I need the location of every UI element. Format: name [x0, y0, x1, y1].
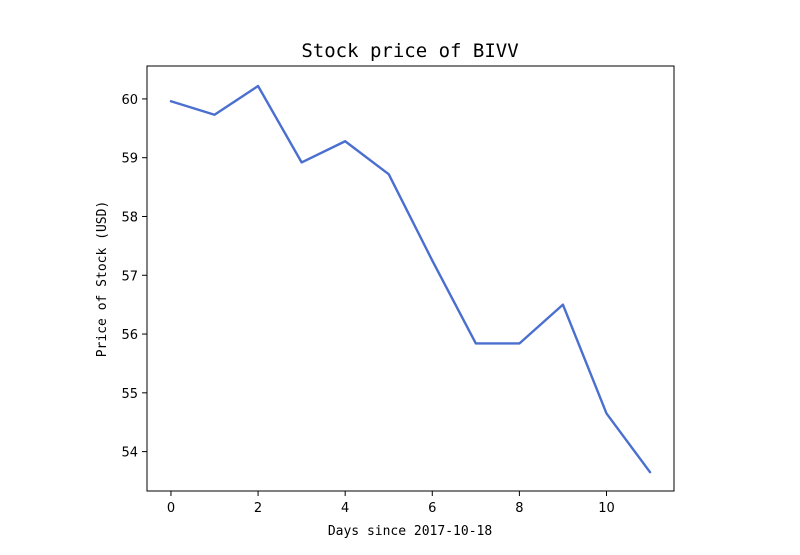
x-tick-label: 0 [167, 501, 175, 516]
y-tick-label: 56 [121, 328, 138, 343]
y-tick-label: 59 [121, 152, 138, 167]
x-tick-label: 6 [428, 501, 436, 516]
y-tick-label: 58 [121, 210, 138, 225]
y-tick-label: 54 [121, 446, 138, 461]
x-tick-label: 4 [341, 501, 349, 516]
y-tick-label: 60 [121, 93, 138, 108]
x-tick-label: 10 [598, 501, 615, 516]
series-layer [169, 84, 652, 474]
price-series-line [169, 84, 652, 474]
axes: 0 2 4 6 8 10 54 55 56 57 58 59 60 [121, 65, 675, 516]
y-axis-label: Price of Stock (USD) [95, 201, 110, 358]
y-tick-label: 57 [121, 269, 138, 284]
chart-title: Stock price of BIVV [301, 40, 518, 62]
y-tick-label: 55 [121, 387, 138, 402]
x-tick-label: 2 [254, 501, 262, 516]
plot-frame [146, 65, 675, 492]
x-axis-label: Days since 2017-10-18 [328, 524, 492, 539]
x-tick-label: 8 [515, 501, 523, 516]
